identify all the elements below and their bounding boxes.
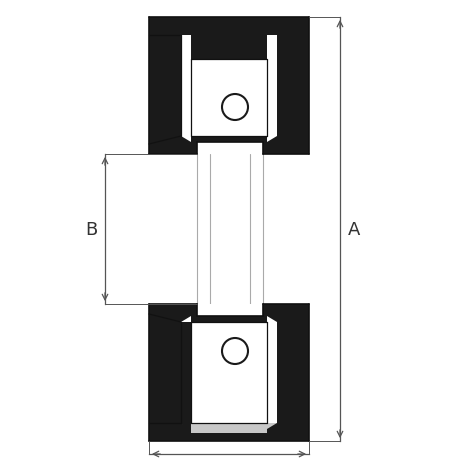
Polygon shape xyxy=(149,304,162,441)
Polygon shape xyxy=(196,143,263,155)
Polygon shape xyxy=(266,304,308,433)
Polygon shape xyxy=(149,18,162,155)
Polygon shape xyxy=(294,18,308,155)
Text: C: C xyxy=(222,457,235,459)
Circle shape xyxy=(222,95,247,121)
Polygon shape xyxy=(294,304,308,441)
Text: B: B xyxy=(85,220,97,239)
Circle shape xyxy=(222,338,247,364)
Polygon shape xyxy=(162,304,294,441)
Polygon shape xyxy=(190,304,266,322)
Polygon shape xyxy=(149,304,190,433)
Polygon shape xyxy=(190,137,266,155)
Polygon shape xyxy=(149,26,190,155)
Polygon shape xyxy=(149,423,308,441)
Polygon shape xyxy=(196,304,263,316)
Polygon shape xyxy=(149,18,308,26)
Text: A: A xyxy=(347,220,359,239)
Polygon shape xyxy=(190,60,266,137)
Polygon shape xyxy=(162,18,294,155)
Polygon shape xyxy=(266,26,308,155)
Polygon shape xyxy=(190,26,266,60)
Polygon shape xyxy=(149,433,308,441)
Polygon shape xyxy=(149,36,180,145)
Polygon shape xyxy=(149,304,190,433)
Polygon shape xyxy=(149,314,180,423)
Polygon shape xyxy=(190,322,266,423)
Polygon shape xyxy=(149,18,308,36)
